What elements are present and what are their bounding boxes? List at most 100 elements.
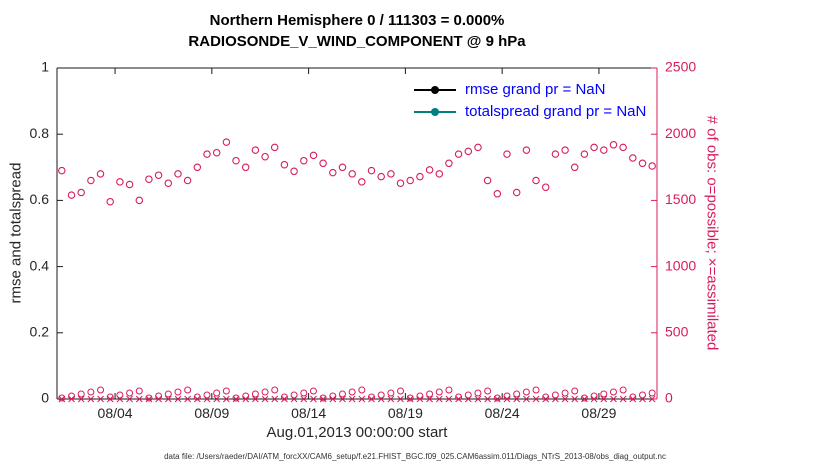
possible-obs-marker (406, 176, 414, 185)
possible-obs-marker (493, 190, 502, 198)
possible-obs-marker (619, 143, 627, 152)
right-axis-ticks: 0 500 1000 1500 2000 2500 (651, 59, 696, 406)
totalspread-line-marker-icon (414, 107, 456, 116)
assimilated-obs-marker (106, 395, 114, 403)
possible-obs-marker (193, 163, 202, 172)
possible-obs-marker (319, 159, 327, 168)
assimilated-obs-marker (571, 395, 579, 403)
possible-obs-marker (203, 150, 211, 158)
possible-obs-marker (96, 170, 105, 178)
possible-obs-marker (87, 176, 95, 185)
legend-item-rmse: rmse grand pr = NaN (412, 80, 646, 99)
legend: rmse grand pr = NaN totalspread grand pr… (412, 80, 646, 121)
possible-obs-marker (183, 176, 192, 185)
possible-obs-marker (261, 152, 269, 161)
assimilated-obs-marker (406, 395, 414, 403)
x-tick-label: 08/24 (485, 405, 520, 421)
assimilated-obs-marker (358, 395, 366, 403)
zero-count-circle-marker (203, 391, 211, 399)
possible-obs-marker (541, 183, 550, 191)
assimilated-obs-marker (581, 395, 588, 403)
possible-obs-marker (454, 150, 463, 158)
zero-count-circle-marker (464, 391, 472, 399)
data-file-caption: data file: /Users/raeder/DAI/ATM_forcXX/… (164, 452, 666, 461)
assimilated-obs-marker (319, 395, 327, 403)
zero-count-circle-marker (387, 389, 395, 397)
zero-count-circle-marker (600, 390, 608, 398)
x-axis-ticks: 08/04 08/09 08/14 08/19 08/24 08/29 (98, 68, 617, 421)
possible-obs-marker (280, 160, 289, 169)
possible-obs-marker (551, 150, 560, 158)
zero-count-circle-marker (532, 386, 540, 394)
zero-count-circle-marker (290, 391, 298, 399)
legend-item-totalspread: totalspread grand pr = NaN (412, 102, 646, 121)
possible-obs-marker (135, 196, 144, 205)
assimilated-obs-marker (474, 395, 482, 403)
possible-obs-marker (377, 172, 385, 181)
zero-count-circle-marker (629, 393, 637, 401)
legend-label-totalspread: totalspread grand pr = NaN (465, 103, 647, 120)
zero-count-circle-marker (155, 392, 163, 400)
possible-obs-marker (638, 159, 647, 168)
assimilated-obs-marker (300, 395, 308, 403)
assimilated-obs-marker (339, 395, 346, 403)
assimilated-obs-marker (397, 395, 404, 403)
left-tick-label: 0.2 (30, 324, 50, 340)
x-axis-label: Aug.01,2013 00:00:00 start (266, 424, 448, 441)
possible-obs-marker (251, 146, 260, 154)
zero-count-circle-marker (551, 391, 559, 399)
zero-count-circle-marker (251, 390, 259, 398)
zero-count-circle-marker (58, 394, 66, 402)
possible-obs-marker (396, 179, 405, 187)
possible-obs-marker (290, 167, 298, 176)
assimilated-obs-marker (532, 395, 540, 403)
x-tick-label: 08/29 (581, 405, 616, 421)
rmse-line-marker-icon (414, 85, 456, 94)
right-tick-label: 1000 (665, 257, 696, 273)
assimilated-obs-marker (513, 395, 521, 403)
zero-count-circle-marker (368, 393, 376, 401)
possible-obs-marker (600, 146, 608, 154)
possible-obs-marker (338, 163, 347, 172)
possible-obs-marker (570, 163, 579, 172)
possible-obs-marker (435, 170, 444, 178)
possible-obs-marker (416, 172, 424, 181)
zero-count-circle-marker (319, 394, 327, 402)
zero-count-circle-marker (87, 388, 95, 396)
zero-count-circle-marker (97, 386, 105, 394)
possible-obs-marker (58, 166, 66, 175)
zero-count-circle-marker (222, 387, 230, 395)
assimilated-obs-marker (223, 395, 230, 403)
possible-obs-marker (212, 148, 221, 157)
zero-count-circle-marker (309, 387, 317, 395)
assimilated-obs-marker (455, 395, 462, 403)
possible-obs-marker (503, 150, 511, 158)
assimilated-obs-marker (445, 395, 453, 403)
assimilated-obs-marker (87, 395, 95, 403)
zero-count-circle-marker (571, 387, 579, 395)
zero-count-circle-marker (338, 390, 346, 398)
zero-count-circle-marker (619, 386, 627, 394)
assimilated-obs-marker (164, 395, 172, 403)
assimilated-obs-marker (252, 395, 259, 403)
zero-count-circle-marker (106, 393, 114, 401)
assimilated-obs-marker (232, 395, 240, 403)
title-line-2: RADIOSONDE_V_WIND_COMPONENT @ 9 hPa (188, 33, 526, 50)
possible-obs-marker (358, 178, 366, 186)
assimilated-obs-marker (174, 395, 182, 403)
zero-count-circle-marker (164, 390, 172, 398)
assimilated-obs-marker (135, 395, 143, 403)
possible-obs-marker (532, 176, 540, 185)
title-line-1: Northern Hemisphere 0 / 111303 = 0.000% (209, 12, 505, 29)
zero-count-circle-marker (145, 394, 153, 402)
possible-obs-marker (648, 162, 656, 170)
zero-count-circle-marker (358, 386, 366, 394)
possible-obs-marker (464, 147, 473, 156)
possible-obs-marker (512, 188, 521, 197)
assimilated-obs-marker (145, 395, 153, 403)
possible-obs-marker (590, 143, 598, 152)
plot-title: Northern Hemisphere 0 / 111303 = 0.000% … (57, 10, 657, 52)
zero-count-circle-marker (397, 387, 405, 395)
right-y-axis-label: # of obs: o=possible; ×=assimilated (703, 115, 721, 351)
